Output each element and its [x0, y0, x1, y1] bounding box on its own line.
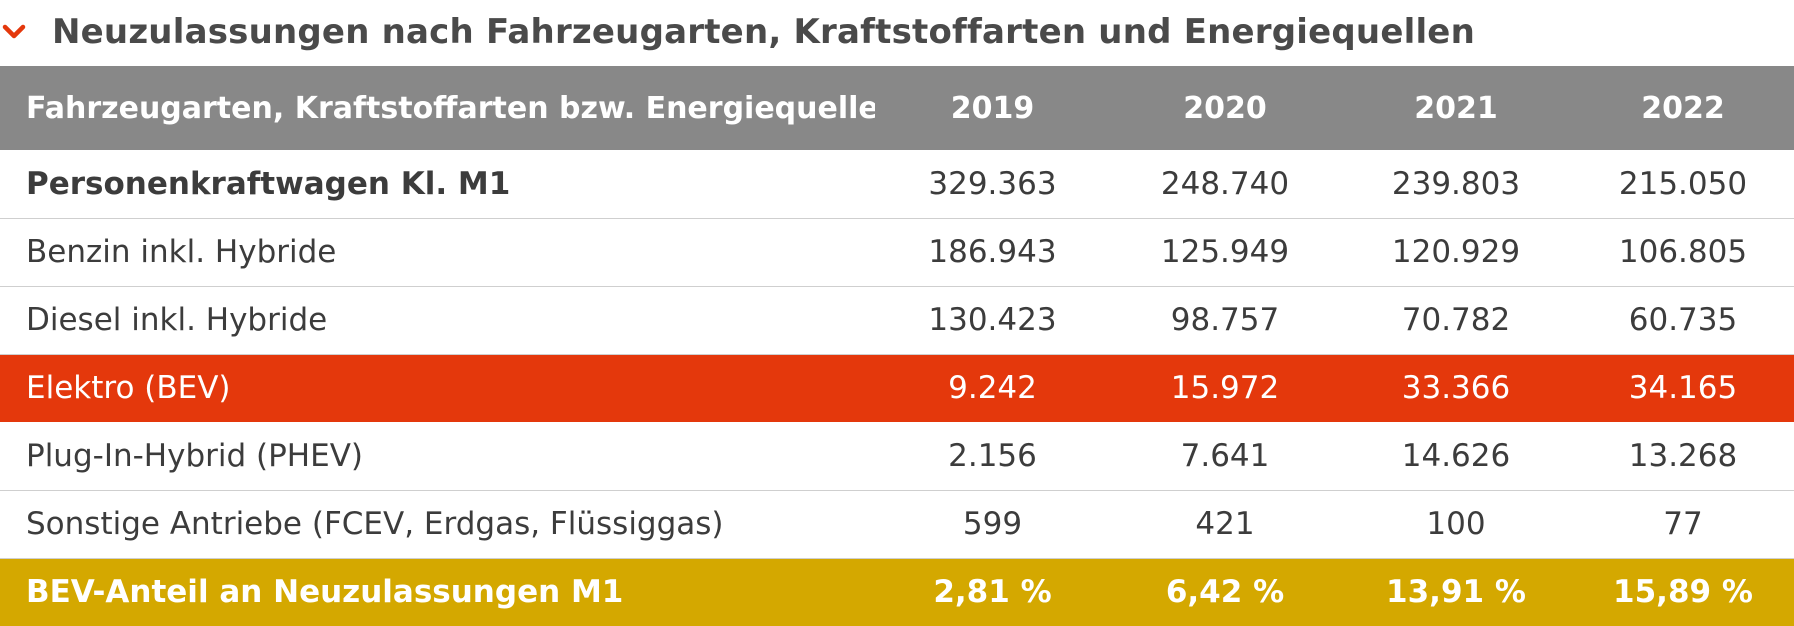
- row-value: 100: [1426, 506, 1486, 542]
- header-year-2022: 2022: [1641, 90, 1725, 126]
- row-label: Benzin inkl. Hybride: [26, 234, 337, 270]
- row-label: Personenkraftwagen Kl. M1: [26, 165, 511, 202]
- row-value: 14.626: [1401, 437, 1511, 474]
- row-value: 13,91 %: [1386, 574, 1526, 611]
- row-label: Sonstige Antriebe (FCEV, Erdgas, Flüssig…: [26, 506, 724, 542]
- table-row-diesel: Diesel inkl. Hybride 130.423 98.757 70.7…: [0, 286, 1794, 354]
- table-row-bev-share: BEV-Anteil an Neuzulassungen M1 2,81 % 6…: [0, 558, 1794, 626]
- row-value: 98.757: [1170, 302, 1280, 338]
- registrations-table: Fahrzeugarten, Kraftstoffarten bzw. Ener…: [0, 66, 1794, 626]
- section-toggle[interactable]: Neuzulassungen nach Fahrzeugarten, Kraft…: [0, 0, 1794, 66]
- row-value: 248.740: [1160, 165, 1290, 202]
- table-row-phev: Plug-In-Hybrid (PHEV) 2.156 7.641 14.626…: [0, 422, 1794, 490]
- row-label: Diesel inkl. Hybride: [26, 302, 328, 338]
- header-year-2019: 2019: [950, 90, 1035, 126]
- section-title: Neuzulassungen nach Fahrzeugarten, Kraft…: [52, 12, 1475, 52]
- row-value: 60.735: [1628, 302, 1738, 338]
- row-label: BEV-Anteil an Neuzulassungen M1: [26, 574, 624, 611]
- row-value: 2,81 %: [933, 574, 1052, 611]
- row-value: 13.268: [1628, 437, 1738, 474]
- header-year-2021: 2021: [1414, 90, 1498, 126]
- table-row-pkw-m1: Personenkraftwagen Kl. M1 329.363 248.74…: [0, 150, 1794, 218]
- row-value: 186.943: [928, 234, 1057, 270]
- row-value: 125.949: [1160, 234, 1290, 270]
- row-value: 599: [962, 506, 1023, 542]
- row-value: 77: [1663, 506, 1703, 542]
- row-value: 7.641: [1180, 437, 1270, 474]
- row-label: Elektro (BEV): [26, 370, 231, 407]
- row-value: 2.156: [948, 437, 1037, 474]
- row-value: 421: [1195, 506, 1255, 542]
- header-label: Fahrzeugarten, Kraftstoffarten bzw. Ener…: [26, 90, 875, 126]
- row-value: 6,42 %: [1165, 574, 1285, 611]
- row-value: 15,89 %: [1613, 574, 1753, 611]
- row-value: 33.366: [1401, 370, 1511, 407]
- row-value: 15.972: [1170, 370, 1280, 407]
- header-year-2020: 2020: [1183, 90, 1267, 126]
- row-value: 239.803: [1391, 165, 1521, 202]
- row-value: 70.782: [1401, 302, 1511, 338]
- row-value: 130.423: [928, 302, 1057, 338]
- row-value: 9.242: [948, 370, 1037, 407]
- table-row-benzin: Benzin inkl. Hybride 186.943 125.949 120…: [0, 218, 1794, 286]
- row-label: Plug-In-Hybrid (PHEV): [26, 437, 364, 474]
- chevron-down-icon: [2, 24, 26, 39]
- row-value: 120.929: [1391, 234, 1521, 270]
- table-row-sonstige: Sonstige Antriebe (FCEV, Erdgas, Flüssig…: [0, 490, 1794, 558]
- row-value: 215.050: [1618, 165, 1748, 202]
- row-value: 329.363: [928, 165, 1057, 202]
- row-value: 34.165: [1628, 370, 1738, 407]
- row-value: 106.805: [1618, 234, 1748, 270]
- table-header-row: Fahrzeugarten, Kraftstoffarten bzw. Ener…: [0, 66, 1794, 150]
- table-row-bev: Elektro (BEV) 9.242 15.972 33.366 34.165: [0, 354, 1794, 422]
